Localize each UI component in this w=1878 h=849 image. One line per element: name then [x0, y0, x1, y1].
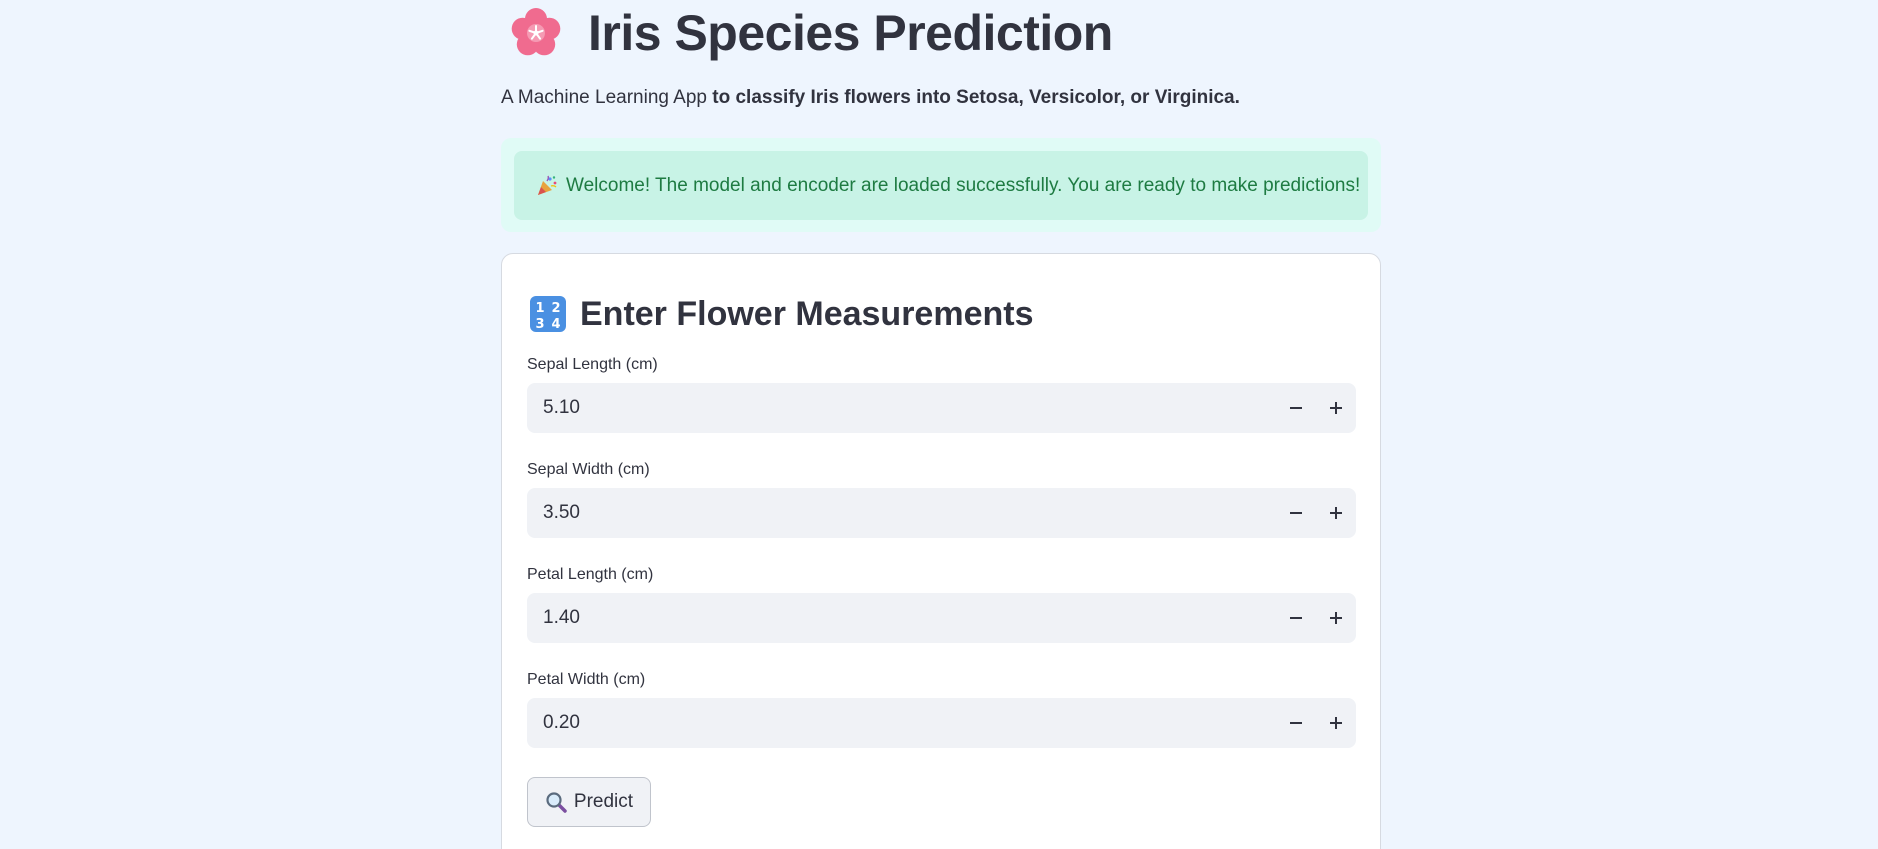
svg-text:1: 1 [535, 301, 544, 316]
subtitle-lead: A Machine Learning App [501, 87, 707, 108]
sepal-width-increment-button[interactable] [1316, 493, 1356, 533]
svg-text:2: 2 [551, 301, 560, 316]
measurement-form: 1 2 3 4 Enter Flower Measurements Sepal … [501, 253, 1381, 849]
form-title: Enter Flower Measurements [580, 294, 1034, 333]
minus-icon [1290, 512, 1302, 514]
minus-icon [1290, 617, 1302, 619]
petal-width-decrement-button[interactable] [1276, 703, 1316, 743]
input-numbers-icon: 1 2 3 4 [530, 296, 566, 332]
sepal-length-value[interactable]: 5.10 [543, 397, 580, 418]
petal-width-label: Petal Width (cm) [527, 671, 646, 688]
petal-length-label: Petal Length (cm) [527, 566, 654, 583]
petal-width-increment-button[interactable] [1316, 703, 1356, 743]
sepal-width-label: Sepal Width (cm) [527, 461, 650, 478]
petal-length-value[interactable]: 1.40 [543, 607, 580, 628]
sepal-width-decrement-button[interactable] [1276, 493, 1316, 533]
page-subtitle: A Machine Learning App to classify Iris … [501, 87, 1240, 109]
petal-length-decrement-button[interactable] [1276, 598, 1316, 638]
success-alert: Welcome! The model and encoder are loade… [514, 151, 1368, 220]
plus-icon [1330, 717, 1342, 729]
subtitle-rest: to classify Iris flowers into Setosa, Ve… [707, 87, 1240, 108]
cherry-blossom-icon [508, 5, 564, 61]
sepal-length-decrement-button[interactable] [1276, 388, 1316, 428]
predict-button[interactable]: Predict [527, 777, 651, 827]
petal-length-field: Petal Length (cm) 1.40 [527, 564, 1356, 643]
minus-icon [1290, 407, 1302, 409]
sepal-length-input[interactable]: 5.10 [527, 383, 1356, 433]
minus-icon [1290, 722, 1302, 724]
page-header: Iris Species Prediction [508, 2, 1113, 64]
plus-icon [1330, 402, 1342, 414]
sepal-width-value[interactable]: 3.50 [543, 502, 580, 523]
search-icon [545, 791, 567, 813]
petal-width-input[interactable]: 0.20 [527, 698, 1356, 748]
petal-width-field: Petal Width (cm) 0.20 [527, 669, 1356, 748]
sepal-length-increment-button[interactable] [1316, 388, 1356, 428]
svg-text:3: 3 [535, 317, 544, 332]
party-popper-icon [536, 175, 558, 197]
predict-button-label: Predict [573, 791, 634, 812]
petal-length-increment-button[interactable] [1316, 598, 1356, 638]
plus-icon [1330, 612, 1342, 624]
sepal-width-input[interactable]: 3.50 [527, 488, 1356, 538]
sepal-length-field: Sepal Length (cm) 5.10 [527, 354, 1356, 433]
svg-text:4: 4 [551, 317, 560, 332]
petal-width-value[interactable]: 0.20 [543, 712, 580, 733]
success-alert-text: Welcome! The model and encoder are loade… [566, 174, 1361, 196]
form-header: 1 2 3 4 Enter Flower Measurements [530, 294, 1033, 334]
plus-icon [1330, 507, 1342, 519]
sepal-width-field: Sepal Width (cm) 3.50 [527, 459, 1356, 538]
petal-length-input[interactable]: 1.40 [527, 593, 1356, 643]
success-alert-container: Welcome! The model and encoder are loade… [501, 138, 1381, 232]
page-title: Iris Species Prediction [588, 5, 1113, 61]
sepal-length-label: Sepal Length (cm) [527, 356, 658, 373]
